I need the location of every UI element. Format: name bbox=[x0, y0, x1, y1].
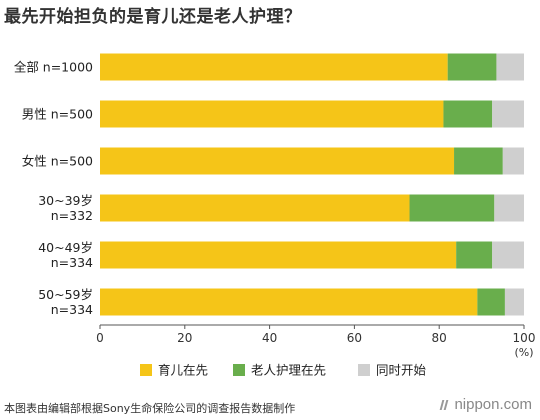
chart-title: 最先开始担负的是育儿还是老人护理？ bbox=[4, 7, 302, 27]
legend-label: 同时开始 bbox=[376, 363, 427, 378]
nippon-logo-icon bbox=[440, 398, 450, 412]
legend-swatch bbox=[140, 364, 152, 376]
x-axis-unit: (%) bbox=[514, 346, 533, 359]
bar-segment bbox=[100, 100, 444, 128]
bar-segment bbox=[492, 241, 524, 269]
x-tick-label: 60 bbox=[347, 331, 362, 345]
category-label: 40~49岁 bbox=[38, 240, 93, 255]
bar-segment bbox=[100, 147, 455, 175]
bar-segment bbox=[502, 147, 524, 175]
bar-segment bbox=[456, 241, 493, 269]
x-tick-label: 0 bbox=[96, 331, 104, 345]
category-label: 50~59岁 bbox=[38, 287, 93, 302]
x-tick-label: 20 bbox=[177, 331, 192, 345]
legend-swatch bbox=[233, 364, 245, 376]
category-label: 30~39岁 bbox=[38, 193, 93, 208]
category-label: n=332 bbox=[51, 208, 93, 223]
category-label: 女性 n=500 bbox=[22, 154, 93, 169]
bar-segment bbox=[100, 288, 478, 316]
category-label: 全部 n=1000 bbox=[14, 60, 93, 75]
bar-segment bbox=[477, 288, 505, 316]
legend-swatch bbox=[358, 364, 370, 376]
bar-segment bbox=[492, 100, 524, 128]
bar-segment bbox=[443, 100, 493, 128]
bar-segment bbox=[504, 288, 524, 316]
bar-segment bbox=[454, 147, 503, 175]
bar-segment bbox=[409, 194, 495, 222]
bar-segment bbox=[496, 53, 524, 81]
x-tick-label: 100 bbox=[513, 331, 536, 345]
brand-text: nippon.com bbox=[454, 396, 532, 413]
x-tick-label: 40 bbox=[262, 331, 277, 345]
brand-logo: nippon.com bbox=[440, 396, 532, 413]
source-note: 本图表由编辑部根据Sony生命保险公司的调查报告数据制作 bbox=[4, 402, 296, 415]
legend-label: 育儿在先 bbox=[158, 363, 208, 378]
category-label: 男性 n=500 bbox=[22, 107, 93, 122]
legend-label: 老人护理在先 bbox=[251, 363, 326, 378]
category-label: n=334 bbox=[51, 255, 93, 270]
bar-segment bbox=[447, 53, 497, 81]
bar-segment bbox=[494, 194, 524, 222]
bar-segment bbox=[100, 53, 448, 81]
x-tick-label: 80 bbox=[432, 331, 447, 345]
category-label: n=334 bbox=[51, 302, 93, 317]
bar-segment bbox=[100, 194, 410, 222]
bar-segment bbox=[100, 241, 457, 269]
